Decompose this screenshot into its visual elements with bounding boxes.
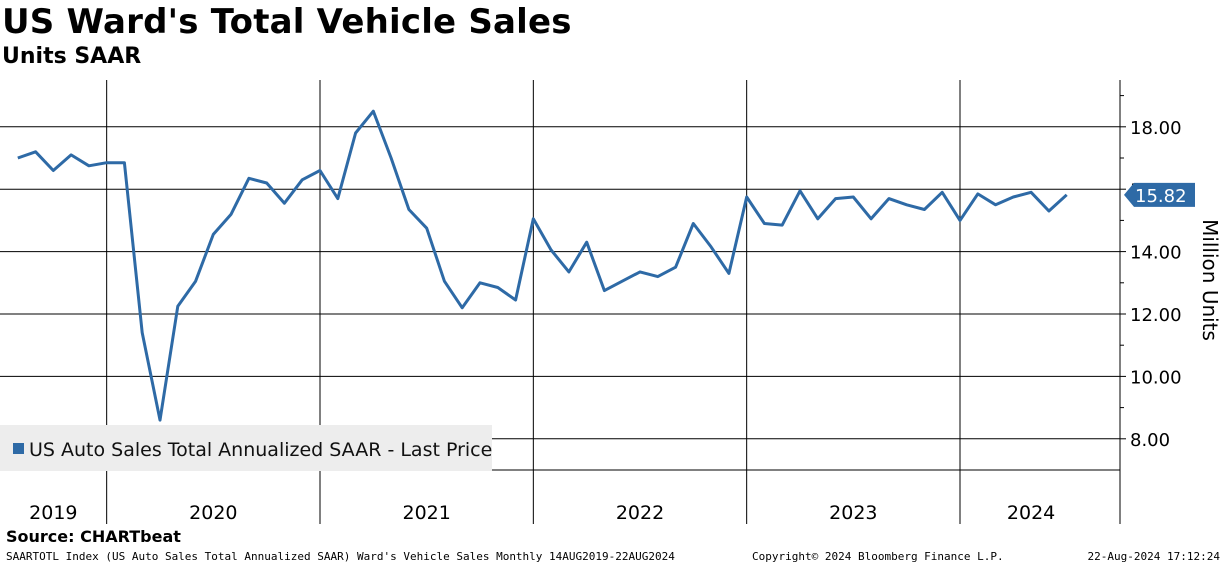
- labels: 8.0010.0012.0014.0016.0018.0020192020202…: [29, 118, 1222, 524]
- last-value-label: 15.82: [1135, 186, 1187, 207]
- footer-index-description: SAARTOTL Index (US Auto Sales Total Annu…: [6, 550, 675, 563]
- legend-label: US Auto Sales Total Annualized SAAR - La…: [29, 439, 492, 461]
- y-tick-label: 14.00: [1130, 243, 1182, 264]
- x-year-label: 2020: [189, 502, 237, 524]
- chart-title: US Ward's Total Vehicle Sales: [2, 2, 572, 42]
- footer-timestamp: 22-Aug-2024 17:12:24: [1087, 550, 1220, 563]
- last-value-tag: [1124, 182, 1195, 207]
- source-label: Source: CHARTbeat: [6, 527, 181, 546]
- legend-box: [0, 425, 492, 471]
- y-tick-label: 10.00: [1130, 367, 1182, 388]
- y-axis-title: Million Units: [1198, 219, 1222, 341]
- y-tick-label: 12.00: [1130, 305, 1182, 326]
- y-tick-label: 18.00: [1130, 118, 1182, 139]
- footer-copyright: Copyright© 2024 Bloomberg Finance L.P.: [752, 550, 1004, 563]
- x-year-label: 2019: [29, 502, 77, 524]
- x-year-label: 2021: [402, 502, 450, 524]
- y-tick-label: 8.00: [1130, 430, 1170, 451]
- x-year-label: 2022: [616, 502, 664, 524]
- legend: US Auto Sales Total Annualized SAAR - La…: [0, 425, 492, 471]
- series-layer: [17, 109, 1068, 422]
- x-year-label: 2024: [1007, 502, 1055, 524]
- x-year-label: 2023: [829, 502, 877, 524]
- series-line: [17, 109, 1068, 422]
- chart-subtitle: Units SAAR: [2, 44, 142, 69]
- legend-swatch: [13, 443, 24, 454]
